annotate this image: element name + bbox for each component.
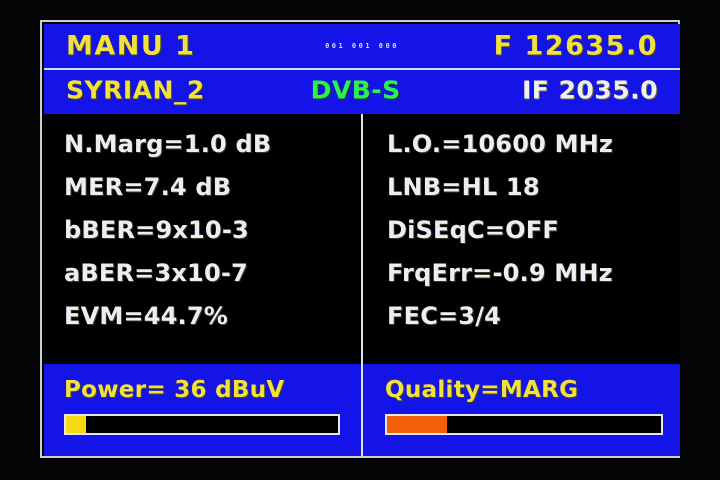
measurement-column-tuner: L.O.=10600 MHz LNB=HL 18 DiSEqC=OFF FrqE… — [361, 114, 680, 364]
measurement-row: EVM=44.7% — [64, 302, 229, 330]
power-bar-track — [64, 414, 340, 435]
measurement-row: FEC=3/4 — [387, 302, 502, 330]
if-frequency-readout: IF 2035.0 — [521, 75, 658, 105]
channel-label: MANU 1 — [66, 30, 196, 62]
column-divider — [361, 114, 363, 364]
measurement-row: N.Marg=1.0 dB — [64, 130, 272, 158]
satellite-name: SYRIAN_2 — [66, 75, 205, 105]
header-panel: MANU 1 001 001 000 F 12635.0 SYRIAN_2 DV… — [44, 24, 680, 114]
meter-frame: MANU 1 001 001 000 F 12635.0 SYRIAN_2 DV… — [40, 20, 680, 458]
measurement-row: L.O.=10600 MHz — [387, 130, 614, 158]
measurement-row: aBER=3x10-7 — [64, 259, 248, 287]
transmission-standard: DVB-S — [310, 75, 401, 105]
power-label: Power= 36 dBuV — [64, 377, 285, 403]
quality-bar-fill — [387, 416, 448, 433]
level-meters-panel: Power= 36 dBuV Quality=MARG — [44, 364, 680, 456]
frequency-readout: F 12635.0 — [493, 30, 658, 62]
power-bar-fill — [66, 416, 87, 433]
quality-meter: Quality=MARG — [361, 364, 680, 456]
footer-divider — [361, 364, 363, 456]
measurement-row: bBER=9x10-3 — [64, 216, 249, 244]
measurement-row: LNB=HL 18 — [387, 173, 540, 201]
measurement-column-signal: N.Marg=1.0 dB MER=7.4 dB bBER=9x10-3 aBE… — [44, 114, 361, 364]
quality-label: Quality=MARG — [385, 377, 579, 403]
header-divider — [44, 68, 680, 70]
header-row-channel: MANU 1 001 001 000 F 12635.0 — [44, 24, 680, 68]
measurement-row: DiSEqC=OFF — [387, 216, 559, 244]
measurement-row: MER=7.4 dB — [64, 173, 232, 201]
micro-status-text: 001 001 000 — [325, 42, 399, 50]
quality-bar-track — [385, 414, 663, 435]
measurement-row: FrqErr=-0.9 MHz — [387, 259, 613, 287]
header-row-satellite: SYRIAN_2 DVB-S IF 2035.0 — [44, 68, 680, 112]
power-meter: Power= 36 dBuV — [44, 364, 361, 456]
measurement-panel: N.Marg=1.0 dB MER=7.4 dB bBER=9x10-3 aBE… — [44, 114, 680, 364]
